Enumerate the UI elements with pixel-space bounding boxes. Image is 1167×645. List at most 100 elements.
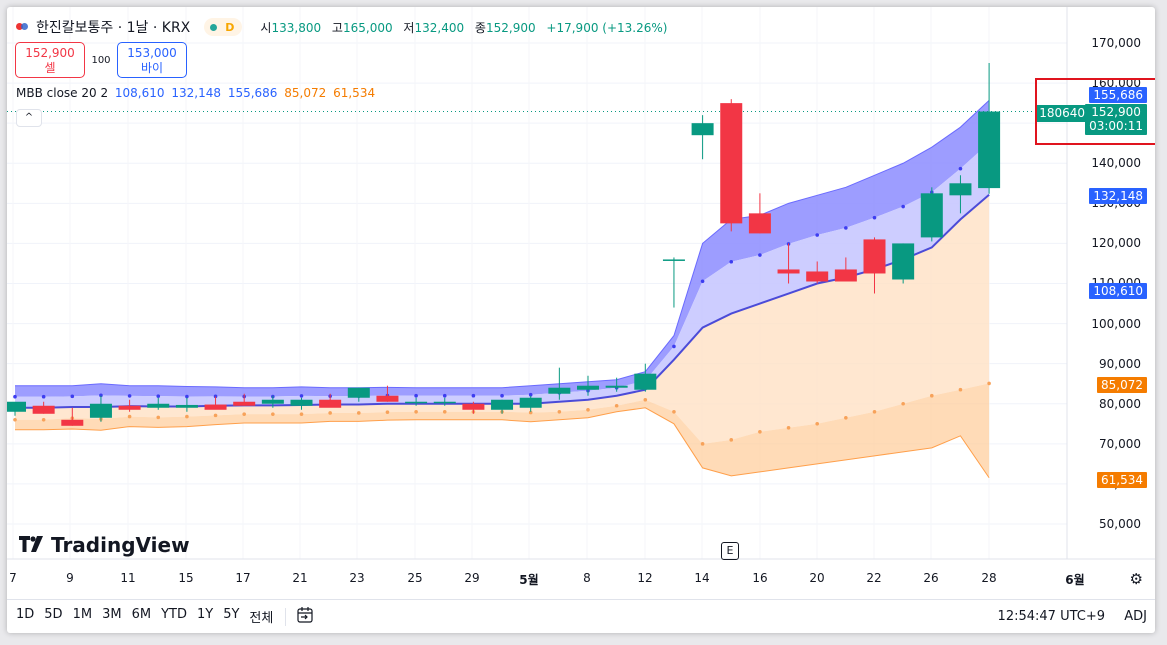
goto-date-calendar-icon[interactable]	[296, 606, 314, 628]
chart-window: 한진칼보통주 · 1날 · KRX D 시133,800 고165,000 저1…	[7, 7, 1155, 633]
market-status-badge[interactable]: D	[204, 18, 243, 36]
x-tick: 14	[694, 571, 710, 585]
candle-body	[491, 399, 514, 410]
x-tick: 7	[9, 571, 17, 585]
mid-dot	[213, 394, 218, 399]
indicator-value-upper: 155,686	[227, 86, 278, 100]
buy-price: 153,000	[127, 46, 177, 60]
symbol-logo-icon	[16, 22, 30, 32]
orange-low-price-tag: 61,534	[1097, 472, 1147, 488]
earnings-event-marker[interactable]: E	[721, 542, 739, 560]
timeframe-all-button[interactable]: 전체	[249, 611, 274, 626]
bottom-toolbar: 1D 5D 1M 3M 6M YTD 1Y 5Y 전체 12:54:47 UTC…	[7, 599, 1155, 633]
symbol-title[interactable]: 한진칼보통주 · 1날 · KRX	[36, 20, 191, 36]
candle-body	[61, 419, 84, 426]
mid-dot	[729, 259, 734, 264]
ohlc-values: 시133,800 고165,000 저132,400 종152,900 +17,…	[260, 19, 674, 36]
tv-logo-icon	[19, 533, 45, 557]
mid-dot	[99, 393, 103, 398]
timeframe-3m-button[interactable]: 3M	[102, 607, 122, 622]
orange-dot	[442, 409, 447, 414]
timeframe-ytd-button[interactable]: YTD	[161, 607, 187, 622]
orange-dot	[185, 414, 189, 419]
orange-dot	[271, 412, 275, 416]
orange-dot	[958, 387, 963, 392]
x-tick: 22	[866, 571, 882, 585]
price-chart[interactable]	[7, 7, 1155, 599]
candle-body	[319, 399, 342, 408]
orange-lower-fill	[15, 383, 990, 478]
mid-dot	[471, 393, 476, 398]
orange-dot	[41, 417, 46, 422]
ohlc-high-label: 고	[331, 20, 343, 35]
mid-dot	[41, 394, 46, 399]
timeframe-5y-button[interactable]: 5Y	[223, 607, 240, 622]
orange-dot	[328, 411, 332, 415]
candle-body	[834, 269, 857, 282]
orange-dot	[557, 409, 562, 414]
x-tick: 5월	[519, 573, 539, 587]
settings-gear-icon[interactable]: ⚙	[1129, 570, 1143, 588]
candle-body	[806, 271, 829, 282]
orange-dot	[643, 397, 648, 402]
sell-button[interactable]: 152,900 셀	[15, 42, 85, 78]
candle-body	[462, 403, 485, 410]
indicator-legend[interactable]: MBB close 20 2 108,610 132,148 155,686 8…	[16, 86, 375, 100]
orange-mid-price-tag: 85,072	[1097, 377, 1147, 393]
y-tick: 120,000	[1091, 236, 1141, 250]
candle-body	[691, 123, 714, 136]
toolbar-divider	[285, 607, 287, 626]
x-tick: 12	[637, 571, 653, 585]
mid-dot	[13, 394, 17, 399]
orange-dot	[930, 393, 934, 398]
timeframe-1d-button[interactable]: 1D	[16, 607, 35, 622]
collapse-legend-button[interactable]: ^	[16, 109, 42, 127]
candle-body	[949, 183, 972, 196]
lower-band-price-tag: 108,610	[1089, 283, 1147, 299]
orange-dot	[614, 403, 619, 408]
candle-body	[376, 395, 399, 402]
lower-band-line	[15, 407, 990, 479]
candle-body	[175, 404, 198, 408]
mid-dot	[185, 394, 189, 399]
candle-body	[720, 103, 743, 224]
y-tick: 140,000	[1091, 156, 1141, 170]
price-change: +17,900 (+13.26%)	[546, 20, 668, 35]
mid-dot	[70, 394, 75, 399]
ohlc-low-value: 132,400	[414, 20, 465, 35]
mid-dot	[958, 166, 963, 171]
candle-body	[605, 385, 628, 388]
x-tick: 25	[407, 571, 423, 585]
mid-dot	[758, 253, 762, 257]
orange-dot	[901, 401, 905, 406]
candle-body	[147, 403, 170, 408]
x-tick: 16	[752, 571, 768, 585]
upper-band-price-tag: 155,686	[1089, 87, 1147, 103]
candle-body	[519, 397, 542, 408]
orange-dot	[729, 438, 734, 442]
basis-price-tag: 132,148	[1089, 188, 1147, 204]
last-price-tag: 152,900 03:00:11	[1085, 104, 1147, 135]
candle-body	[32, 405, 55, 414]
orange-dot	[357, 411, 361, 415]
adjust-data-button[interactable]: ADJ	[1124, 609, 1147, 624]
candle-body	[204, 404, 227, 410]
orange-dot	[299, 412, 304, 416]
clock-timezone[interactable]: 12:54:47 UTC+9	[997, 609, 1105, 624]
y-tick: 100,000	[1091, 317, 1141, 331]
candle-body	[261, 399, 284, 404]
timeframe-6m-button[interactable]: 6M	[131, 607, 152, 622]
indicator-value-mid: 132,148	[171, 86, 221, 100]
x-tick: 28	[981, 571, 997, 585]
ohlc-open-value: 133,800	[271, 20, 322, 35]
timeframe-1m-button[interactable]: 1M	[72, 607, 93, 622]
buy-button[interactable]: 153,000 바이	[117, 42, 187, 78]
orange-dot	[844, 415, 848, 420]
tradingview-logo[interactable]: TradingView	[19, 533, 190, 557]
mid-dot	[500, 393, 504, 398]
timeframe-1y-button[interactable]: 1Y	[196, 607, 214, 622]
timeframe-5d-button[interactable]: 5D	[44, 607, 63, 622]
mid-dot	[299, 394, 304, 398]
candle-body	[405, 401, 428, 404]
highlight-box	[1035, 78, 1155, 145]
